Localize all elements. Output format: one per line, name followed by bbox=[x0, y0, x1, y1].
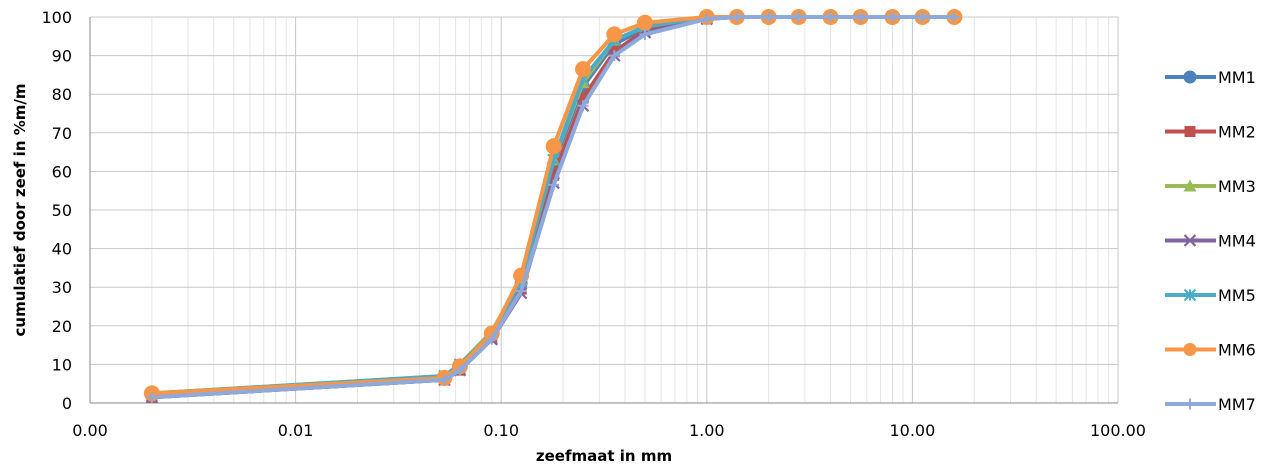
data-point bbox=[701, 13, 713, 25]
legend-item-mm1: MM1 bbox=[1165, 68, 1256, 87]
data-point bbox=[825, 11, 837, 23]
series-line bbox=[151, 15, 955, 396]
series-mm4 bbox=[145, 10, 961, 404]
y-tick-labels: 0 10 20 30 40 50 60 70 80 90 100 bbox=[41, 8, 72, 413]
series-line bbox=[151, 15, 955, 396]
y-tick-label: 100 bbox=[41, 8, 72, 27]
y-tick-label: 30 bbox=[52, 278, 72, 297]
data-point bbox=[855, 11, 867, 23]
data-point bbox=[486, 333, 498, 345]
y-axis-title: cumulatief door zeef in %m/m bbox=[11, 84, 29, 337]
x-tick-label: 0.01 bbox=[278, 421, 314, 440]
data-point bbox=[548, 179, 560, 191]
legend-item-mm2: MM2 bbox=[1165, 123, 1256, 142]
legend-item-mm4: MM4 bbox=[1165, 232, 1256, 251]
x-tick-label: 0.00 bbox=[72, 421, 108, 440]
data-point bbox=[948, 11, 960, 23]
x-tick-label: 100.00 bbox=[1090, 421, 1146, 440]
series-mm1 bbox=[145, 10, 961, 402]
x-tick-label: 1.00 bbox=[689, 421, 725, 440]
legend-label: MM3 bbox=[1218, 177, 1256, 196]
x-axis-title: zeefmaat in mm bbox=[536, 447, 672, 465]
series-line bbox=[151, 15, 955, 400]
legend-label: MM2 bbox=[1218, 123, 1256, 142]
legend-item-mm7: MM7 bbox=[1165, 395, 1256, 414]
y-tick-label: 70 bbox=[52, 124, 72, 143]
data-point bbox=[1183, 234, 1197, 247]
legend-label: MM4 bbox=[1218, 232, 1256, 251]
axes bbox=[89, 17, 1118, 404]
y-tick-label: 40 bbox=[52, 240, 72, 259]
data-point bbox=[515, 285, 527, 297]
data-point bbox=[1184, 126, 1196, 137]
legend-item-mm5: MM5 bbox=[1165, 286, 1256, 305]
y-tick-label: 50 bbox=[52, 201, 72, 220]
series-mm2 bbox=[146, 11, 960, 403]
data-point bbox=[1183, 288, 1197, 302]
series-line bbox=[151, 15, 955, 400]
y-tick-label: 0 bbox=[62, 394, 72, 413]
data-point bbox=[1183, 343, 1197, 356]
data-point bbox=[1183, 70, 1197, 84]
data-point bbox=[577, 100, 589, 112]
data-point bbox=[606, 26, 623, 43]
series-lines bbox=[143, 9, 963, 404]
series-mm6 bbox=[143, 9, 963, 402]
series-mm5 bbox=[145, 10, 961, 400]
x-tick-label: 0.10 bbox=[483, 421, 519, 440]
data-point bbox=[577, 92, 589, 104]
data-point bbox=[454, 364, 466, 376]
data-point bbox=[545, 138, 562, 155]
y-tick-label: 60 bbox=[52, 162, 72, 181]
legend-label: MM1 bbox=[1218, 68, 1256, 87]
data-point bbox=[1183, 179, 1197, 192]
series-mm3 bbox=[145, 10, 961, 399]
data-point bbox=[608, 50, 620, 62]
legend-label: MM6 bbox=[1218, 341, 1256, 360]
x-tick-label: 10.00 bbox=[889, 421, 935, 440]
series-line bbox=[151, 15, 955, 400]
data-point bbox=[575, 61, 592, 78]
y-tick-label: 20 bbox=[52, 317, 72, 336]
x-tick-labels: 0.00 0.01 0.10 1.00 10.00 100.00 bbox=[72, 421, 1146, 440]
data-point bbox=[917, 11, 929, 23]
series-line bbox=[151, 15, 955, 398]
legend-item-mm6: MM6 bbox=[1165, 341, 1256, 360]
data-point bbox=[886, 11, 898, 23]
data-point bbox=[548, 169, 560, 181]
legend-label: MM7 bbox=[1218, 395, 1256, 414]
data-point bbox=[439, 374, 451, 386]
y-tick-label: 80 bbox=[52, 85, 72, 104]
data-point bbox=[793, 11, 805, 23]
data-point bbox=[639, 28, 651, 40]
data-point bbox=[636, 14, 653, 31]
data-point bbox=[146, 391, 158, 403]
data-point bbox=[1184, 398, 1196, 410]
legend: MM1 MM2 MM3 MM4 MM5 MM6 MM7 bbox=[1165, 68, 1256, 414]
data-point bbox=[763, 11, 775, 23]
legend-label: MM5 bbox=[1218, 286, 1256, 305]
series-line bbox=[151, 15, 955, 396]
y-tick-label: 90 bbox=[52, 47, 72, 66]
legend-item-mm3: MM3 bbox=[1165, 177, 1256, 196]
series-mm7 bbox=[146, 11, 960, 403]
data-point bbox=[731, 11, 743, 23]
y-tick-label: 10 bbox=[52, 355, 72, 374]
